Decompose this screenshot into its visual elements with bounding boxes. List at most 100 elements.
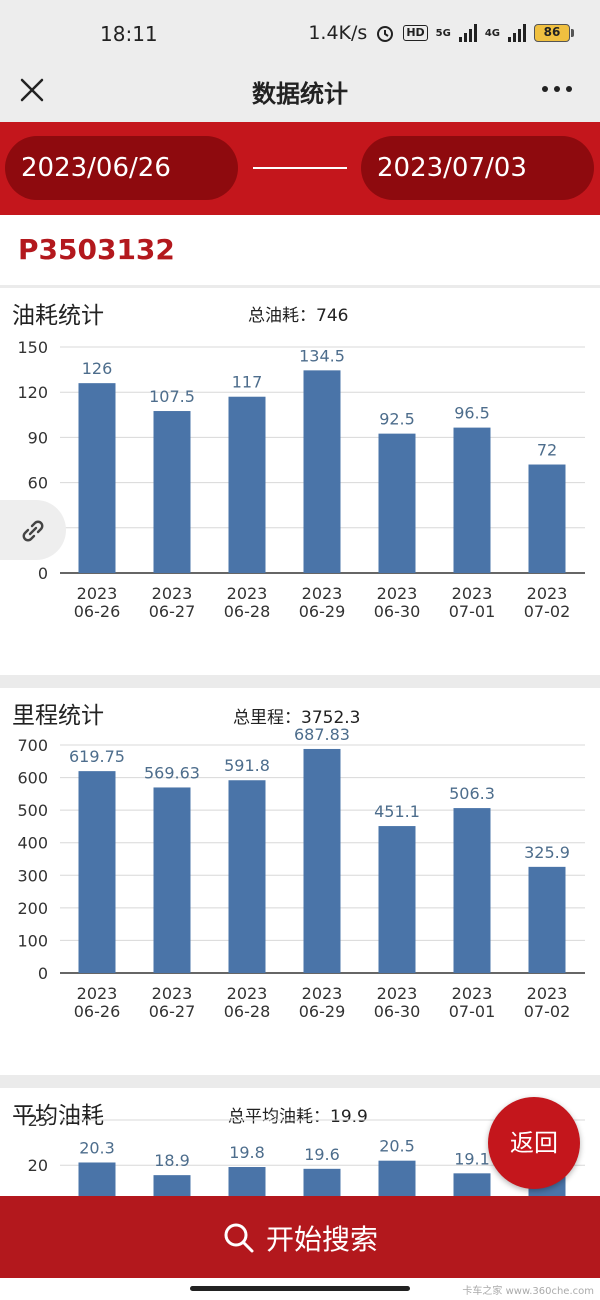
status-icons: 1.4K/s HD 5G 4G 86 [308,22,574,44]
battery-icon: 86 [534,24,574,42]
y-tick-label: 300 [17,866,48,885]
data-label: 72 [537,441,557,460]
data-label: 20.3 [79,1138,115,1157]
y-tick-label: 400 [17,834,48,853]
chart-title: 平均油耗 [12,1103,104,1129]
bar [528,866,566,973]
bar [453,808,491,973]
x-tick-label: 07-02 [524,602,571,621]
bar [153,787,191,973]
y-tick-label: 200 [17,899,48,918]
fuel-bar-chart: 06090120150126202306-26107.5202306-27117… [17,338,585,621]
y-tick-label: 20 [28,1156,48,1175]
y-tick-label: 500 [17,801,48,820]
data-label: 451.1 [374,802,420,821]
bar [228,396,266,573]
x-tick-label: 06-27 [149,1002,196,1021]
alarm-icon [377,26,394,42]
x-tick-label: 2023 [527,584,568,603]
y-tick-label: 100 [17,931,48,950]
bar [453,427,491,573]
y-tick-label: 0 [38,564,48,583]
link-button[interactable] [0,500,66,560]
date-range-bar: 2023/06/26 2023/07/03 [0,122,600,215]
x-tick-label: 06-30 [374,602,421,621]
y-tick-label: 150 [17,338,48,357]
hd-icon: HD [403,25,428,41]
page-title: 数据统计 [252,80,348,108]
x-tick-label: 2023 [302,584,343,603]
x-tick-label: 07-01 [449,602,496,621]
mileage-chart-card: 里程统计 总里程：3752.3 0 100 200 300 400 500 600 700 61… [0,688,600,1075]
y-tick-label: 0 [38,964,48,983]
bar [153,411,191,573]
y-tick-label: 60 [28,474,48,493]
network-speed: 1.4K/s [308,22,368,44]
x-tick-label: 06-28 [224,1002,271,1021]
chart-title: 油耗统计 [12,303,104,329]
bar [78,383,116,573]
chart-total: 总平均油耗：19.9 [228,1107,368,1127]
data-label: 506.3 [449,784,495,803]
data-label: 19.8 [229,1143,265,1162]
x-tick-label: 06-26 [74,602,121,621]
fuel-chart-card: 油耗统计 总油耗：746 0 60 90 120 150 126 2023 06-26 107.… [0,288,600,675]
date-range-separator [253,167,347,169]
search-bar[interactable]: 开始搜索 [0,1196,600,1278]
battery-level: 86 [534,24,570,42]
x-tick-label: 2023 [377,584,418,603]
chart-title: 里程统计 [12,703,104,729]
y-tick-label: 25 [28,1111,48,1130]
x-tick-label: 2023 [377,984,418,1003]
x-tick-label: 06-28 [224,602,271,621]
data-label: 117 [232,373,263,392]
close-icon[interactable] [18,76,46,104]
bar [303,1168,341,1196]
bar [303,748,341,973]
data-label: 107.5 [149,387,195,406]
data-label: 18.9 [154,1151,190,1170]
bar [78,771,116,973]
x-tick-label: 2023 [302,984,343,1003]
bar [453,1173,491,1196]
signal-5g-icon [458,24,477,42]
data-label: 19.6 [304,1145,340,1164]
status-time: 18:11 [100,22,158,46]
x-tick-label: 2023 [452,984,493,1003]
plate-row: P3503132 [0,215,600,285]
back-button[interactable]: 返回 [488,1097,580,1189]
x-tick-label: 07-01 [449,1002,496,1021]
bar [378,826,416,973]
bar [378,1160,416,1196]
bar [303,370,341,573]
bar [78,1162,116,1196]
5g-label: 5G [435,27,451,39]
x-tick-label: 06-27 [149,602,196,621]
x-tick-label: 2023 [227,984,268,1003]
search-icon [224,1223,254,1253]
status-bar: 18:11 1.4K/s HD 5G 4G 86 [0,0,600,60]
x-tick-label: 2023 [77,984,118,1003]
mileage-bar-chart: 0100200300400500600700619.75202306-26569… [17,725,585,1021]
data-label: 325.9 [524,843,570,862]
x-tick-label: 06-29 [299,602,346,621]
search-button-label: 开始搜索 [265,1223,378,1256]
more-icon[interactable] [542,86,572,92]
bar [228,780,266,973]
x-tick-label: 07-02 [524,1002,571,1021]
link-icon [22,520,44,542]
data-label: 569.63 [144,763,200,782]
bar [153,1175,191,1196]
vehicle-plate: P3503132 [18,233,175,266]
chart-total: 总里程：3752.3 [233,708,361,728]
y-tick-label: 120 [17,383,48,402]
end-date-picker[interactable]: 2023/07/03 [361,136,594,200]
data-label: 619.75 [69,747,125,766]
x-tick-label: 06-29 [299,1002,346,1021]
y-tick-label: 700 [17,736,48,755]
x-tick-label: 2023 [527,984,568,1003]
x-tick-label: 2023 [227,584,268,603]
start-date-picker[interactable]: 2023/06/26 [5,136,238,200]
y-tick-label: 600 [17,769,48,788]
data-label: 591.8 [224,756,270,775]
